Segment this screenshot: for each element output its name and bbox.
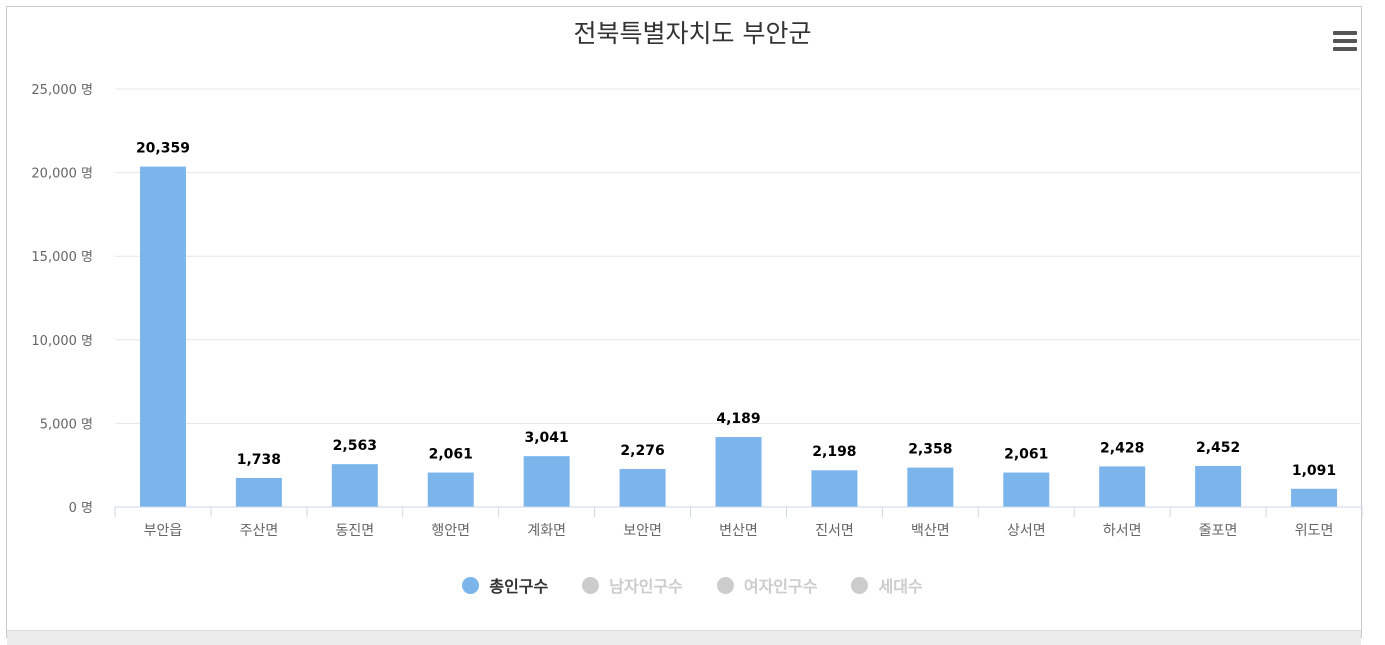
legend-label: 남자인구수 <box>609 577 683 596</box>
legend-item-total-population[interactable]: 총인구수 <box>462 573 548 597</box>
data-label: 4,189 <box>716 411 760 427</box>
x-tick-label: 하서면 <box>1103 523 1142 539</box>
y-tick-label: 15,000 명 <box>31 250 93 265</box>
bar <box>1003 472 1050 507</box>
data-label: 2,358 <box>908 442 952 458</box>
x-tick-label: 위도면 <box>1295 523 1334 539</box>
y-axis-ticks: 0 명 5,000 명 10,000 명 15,000 명 20,000 명 25,000… <box>31 83 93 516</box>
legend-item-male-population[interactable]: 남자인구수 <box>582 573 683 597</box>
x-axis: 부안읍 주산면 동진면 행안면 계화면 보안면 변산면 진서면 백산면 상서면 하서면 줄포면 위도면 <box>114 506 1363 539</box>
bar <box>907 467 954 507</box>
chart-title: 전북특별자치도 부안군 <box>573 19 812 48</box>
data-label: 1,738 <box>237 452 281 468</box>
bar <box>811 470 858 507</box>
bar <box>331 464 378 507</box>
data-label: 2,452 <box>1196 440 1240 456</box>
data-label: 2,061 <box>429 447 473 463</box>
bar <box>523 456 570 507</box>
hamburger-menu-icon <box>1333 31 1357 35</box>
data-label: 2,276 <box>620 443 664 459</box>
x-tick-label: 줄포면 <box>1199 523 1238 539</box>
bar <box>1291 488 1338 507</box>
y-tick-label: 5,000 명 <box>40 417 93 432</box>
y-tick-label: 0 명 <box>69 501 93 516</box>
x-tick-label: 동진면 <box>335 523 374 539</box>
x-tick-label: 부안읍 <box>144 523 183 539</box>
x-tick-label: 진서면 <box>815 523 854 539</box>
legend-item-female-population[interactable]: 여자인구수 <box>716 573 818 597</box>
hamburger-menu-icon <box>1333 39 1357 43</box>
bar <box>427 472 474 507</box>
bar <box>1195 466 1242 507</box>
chart-container <box>6 6 1362 638</box>
chart-menu-button[interactable] <box>1330 28 1360 54</box>
y-tick-label: 10,000 명 <box>31 334 93 349</box>
legend-dot <box>851 576 869 594</box>
bar <box>235 477 282 507</box>
legend-dot <box>462 576 480 594</box>
data-label: 2,428 <box>1100 440 1144 456</box>
data-label: 3,041 <box>525 430 569 446</box>
y-tick-label: 25,000 명 <box>31 83 93 98</box>
x-tick-label: 행안면 <box>431 523 470 539</box>
data-label: 2,563 <box>333 438 377 454</box>
bottom-scroll-strip <box>7 630 1361 645</box>
legend-label: 총인구수 <box>489 577 549 596</box>
x-tick-label: 계화면 <box>527 523 566 539</box>
hamburger-menu-icon <box>1333 47 1357 51</box>
y-tick-label: 20,000 명 <box>31 167 93 182</box>
x-tick-label: 주산면 <box>240 523 279 539</box>
bar <box>619 468 666 507</box>
bar <box>1099 466 1146 507</box>
x-tick-label: 상서면 <box>1007 523 1046 539</box>
x-tick-label: 백산면 <box>911 523 950 539</box>
data-label: 1,091 <box>1292 463 1336 479</box>
legend: 총인구수 남자인구수 여자인구수 세대수 <box>0 572 1385 598</box>
data-labels: 20,359 1,738 2,563 2,061 3,041 2,276 4,189 2,19… <box>136 141 1336 479</box>
legend-label: 여자인구수 <box>743 577 818 596</box>
x-tick-label: 변산면 <box>719 523 758 539</box>
data-label: 2,061 <box>1004 447 1048 463</box>
x-tick-label: 보안면 <box>623 523 662 539</box>
legend-dot <box>582 576 600 594</box>
bars <box>139 166 1338 507</box>
data-label: 2,198 <box>812 444 856 460</box>
legend-dot <box>716 576 734 594</box>
grid-lines <box>115 88 1362 424</box>
bar <box>715 436 762 507</box>
legend-item-households[interactable]: 세대수 <box>851 573 923 597</box>
legend-label: 세대수 <box>878 577 923 596</box>
bar <box>139 166 186 507</box>
data-label: 20,359 <box>136 141 190 157</box>
